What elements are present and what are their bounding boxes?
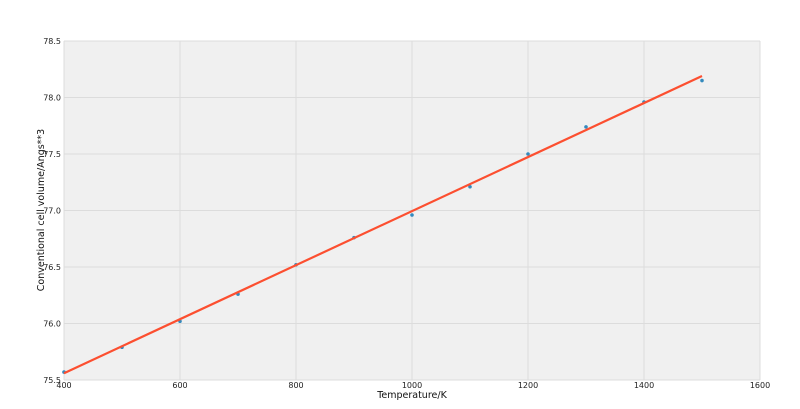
y-tick-label: 78.0 xyxy=(43,94,61,103)
x-tick-label: 1400 xyxy=(634,381,654,390)
x-axis-label: Temperature/K xyxy=(376,390,447,401)
x-tick-label: 1600 xyxy=(750,381,770,390)
x-tick-label: 1000 xyxy=(402,381,422,390)
y-tick-label: 77.5 xyxy=(43,150,61,159)
y-tick-label: 76.5 xyxy=(43,263,61,272)
data-point xyxy=(526,152,530,156)
x-ticks: 400 600 800 1000 1200 1400 1600 xyxy=(56,381,770,390)
x-tick-label: 400 xyxy=(56,381,71,390)
data-point xyxy=(700,78,704,83)
data-point xyxy=(410,213,414,217)
marks xyxy=(62,75,704,375)
data-point xyxy=(584,125,588,129)
y-tick-label: 78.5 xyxy=(43,37,61,46)
y-axis-label: Conventional cell volume/Angs**3 xyxy=(36,129,47,291)
y-tick-label: 75.5 xyxy=(43,376,61,385)
y-tick-label: 76.0 xyxy=(43,320,61,329)
y-tick-label: 77.0 xyxy=(43,207,61,216)
x-tick-label: 1200 xyxy=(518,381,538,390)
data-point xyxy=(468,184,472,189)
x-tick-label: 600 xyxy=(172,381,187,390)
x-tick-label: 800 xyxy=(288,381,303,390)
y-ticks: 75.5 76.0 76.5 77.0 77.5 78.0 78.5 xyxy=(43,37,61,385)
fit-line xyxy=(63,75,703,375)
